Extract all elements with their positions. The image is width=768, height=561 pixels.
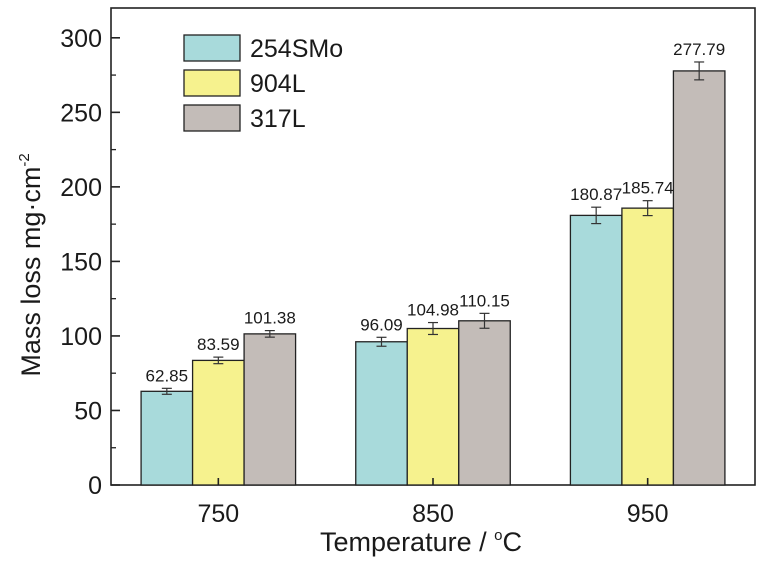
- bars-group: [140, 70, 726, 486]
- x-tick-label: 950: [627, 500, 669, 528]
- x-axis-label: Temperature / oC: [320, 527, 522, 557]
- x-axis-label-degree: o: [494, 527, 502, 544]
- y-tick-label: 200: [60, 174, 102, 202]
- error-bars-group: [161, 61, 705, 395]
- x-tick-label: 850: [412, 500, 454, 528]
- y-tick-label: 0: [88, 472, 102, 500]
- data-label: 277.79: [673, 40, 725, 59]
- legend-label: 254SMo: [250, 35, 343, 63]
- bar: [458, 320, 511, 486]
- legend: 254SMo 904L 317L: [183, 34, 343, 133]
- data-label: 83.59: [197, 335, 240, 354]
- data-label: 62.85: [146, 366, 189, 385]
- y-axis-label-exponent: -2: [16, 153, 33, 166]
- bar: [191, 359, 245, 486]
- y-axis-label-text: Mass loss mg·cm: [16, 167, 46, 377]
- y-tick-label: 100: [60, 323, 102, 351]
- legend-swatch: [183, 104, 241, 132]
- x-axis-label-text: Temperature /: [320, 527, 494, 557]
- x-axis: 750 850 950: [197, 478, 669, 528]
- legend-swatch: [183, 34, 241, 62]
- data-label: 180.87: [570, 185, 622, 204]
- bar: [621, 207, 675, 486]
- data-label: 104.98: [407, 301, 459, 320]
- legend-label: 904L: [250, 70, 306, 98]
- y-axis: 0 50 100 150 200 250 300: [60, 25, 120, 500]
- legend-label: 317L: [250, 105, 306, 133]
- y-axis-label: Mass loss mg·cm-2: [16, 153, 46, 376]
- bar: [672, 70, 726, 486]
- bar: [406, 327, 460, 486]
- x-axis-label-unit: C: [502, 527, 522, 557]
- bar: [243, 333, 297, 486]
- y-tick-label: 250: [60, 99, 102, 127]
- y-tick-label: 300: [60, 25, 102, 53]
- bar: [355, 341, 408, 486]
- data-label: 101.38: [244, 309, 296, 328]
- bar: [569, 214, 623, 486]
- x-tick-label: 750: [197, 500, 239, 528]
- legend-swatch: [183, 69, 241, 97]
- y-tick-label: 50: [74, 397, 102, 425]
- data-label: 96.09: [360, 315, 403, 334]
- data-label: 185.74: [622, 179, 674, 198]
- data-label: 110.15: [459, 291, 510, 310]
- bar: [140, 390, 194, 486]
- y-tick-label: 150: [60, 248, 102, 276]
